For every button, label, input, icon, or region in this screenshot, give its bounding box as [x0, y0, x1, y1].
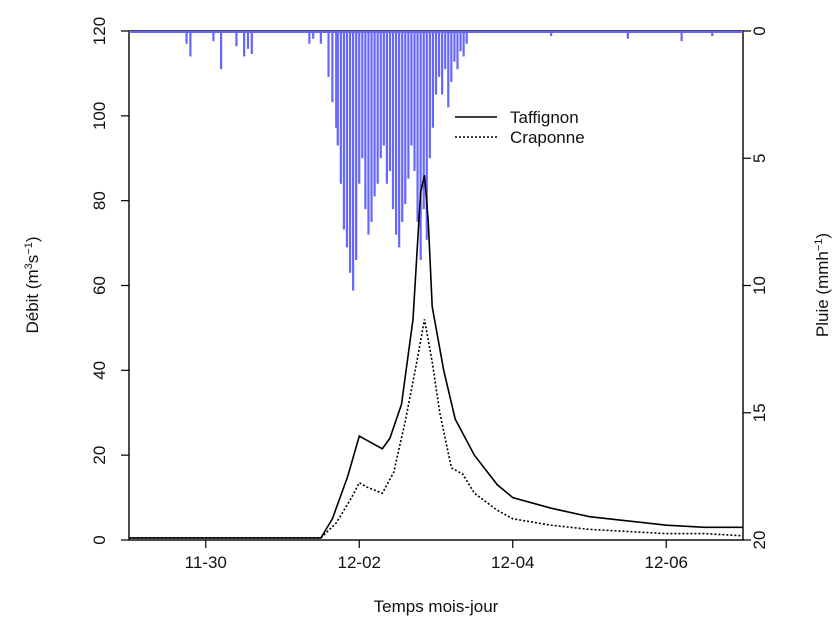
y-left-tick-label: 40	[90, 361, 109, 380]
y-right-tick-label: 5	[750, 154, 769, 163]
x-tick-label: 12-04	[491, 553, 534, 572]
series-line-craponne	[129, 319, 744, 539]
axes: 0 20 40 60 80 100 120 0 5 10 15 20 11-30 12-02 12-04 12…	[90, 17, 769, 572]
y-left-tick-label: 60	[90, 276, 109, 295]
y-left-tick-label: 120	[90, 17, 109, 45]
y-right-tick-label: 15	[750, 403, 769, 422]
legend-label-craponne: Craponne	[510, 128, 585, 147]
rain-bars	[129, 31, 743, 291]
x-tick-label: 12-02	[338, 553, 381, 572]
y-left-tick-label: 100	[90, 102, 109, 130]
x-axis-label: Temps mois-jour	[374, 597, 499, 616]
series-line-taffignon	[129, 175, 743, 539]
y-axis-right-label: Pluie (mmh−1)	[813, 233, 832, 337]
y-right-tick-label: 10	[750, 276, 769, 295]
x-tick-label: 11-30	[185, 553, 227, 572]
plot-frame	[128, 30, 744, 541]
y-left-tick-label: 0	[90, 535, 109, 544]
legend: Taffignon Craponne	[455, 108, 585, 147]
flow-lines	[129, 175, 744, 539]
x-tick-label: 12-06	[645, 553, 688, 572]
y-right-tick-label: 0	[750, 26, 769, 35]
y-right-tick-label: 20	[750, 531, 769, 550]
y-axis-left-label: Débit (m3s−1)	[23, 236, 42, 333]
y-left-tick-label: 80	[90, 191, 109, 210]
y-left-tick-label: 20	[90, 446, 109, 465]
legend-label-taffignon: Taffignon	[510, 108, 579, 127]
